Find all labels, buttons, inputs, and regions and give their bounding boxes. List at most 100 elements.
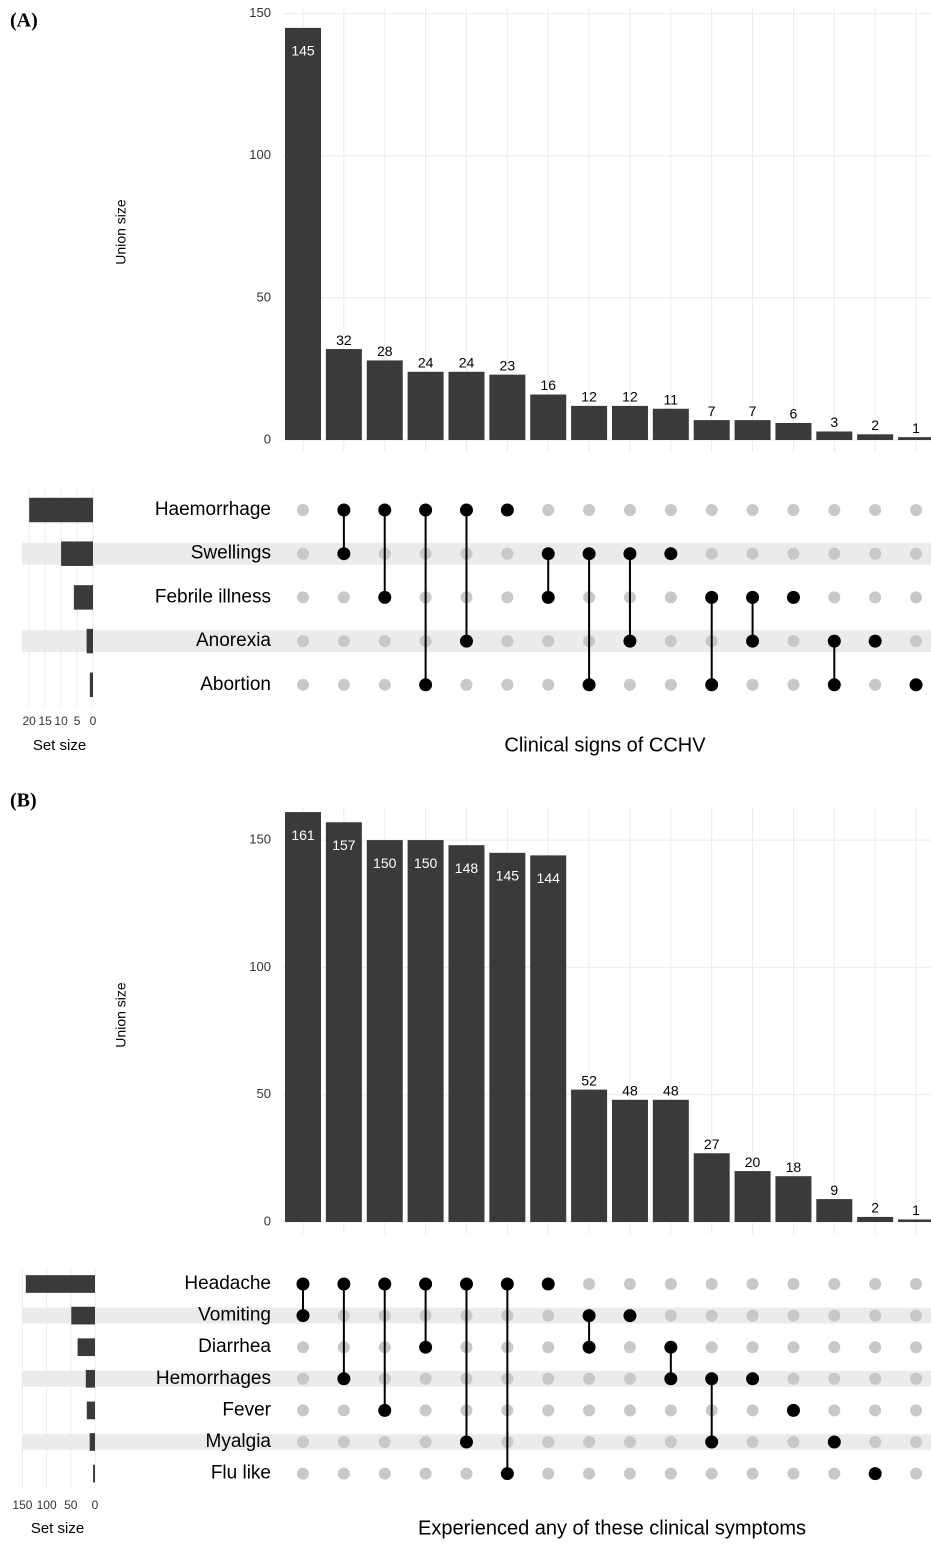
matrix-dot-filled bbox=[746, 634, 760, 648]
y-tick-label: 0 bbox=[264, 431, 271, 446]
matrix-dot-filled bbox=[868, 634, 882, 648]
matrix-dot bbox=[910, 1436, 923, 1448]
matrix-dot bbox=[869, 591, 882, 604]
set-size-bar bbox=[85, 1369, 95, 1388]
matrix-dot bbox=[828, 1372, 841, 1385]
y-axis-title: Union size bbox=[113, 982, 129, 1048]
set-name: Vomiting bbox=[198, 1305, 271, 1326]
matrix-dot-filled bbox=[705, 1435, 719, 1449]
bar bbox=[898, 437, 931, 440]
matrix-dot bbox=[297, 1436, 309, 1448]
matrix-dot bbox=[746, 1436, 759, 1448]
matrix-dot bbox=[869, 678, 882, 691]
matrix-dot-filled bbox=[582, 547, 596, 561]
bar bbox=[652, 408, 689, 440]
matrix-dot bbox=[583, 1278, 596, 1290]
x-tick-label: 0 bbox=[92, 1498, 99, 1512]
bar bbox=[898, 1219, 931, 1222]
set-name: Myalgia bbox=[206, 1431, 272, 1452]
bar bbox=[775, 1176, 812, 1222]
matrix-dot bbox=[910, 1309, 923, 1322]
matrix-dot-filled bbox=[623, 634, 637, 648]
bar bbox=[857, 1216, 894, 1222]
matrix-dot-filled bbox=[827, 634, 841, 648]
matrix-dot bbox=[297, 1467, 309, 1480]
set-name: Haemorrhage bbox=[155, 499, 271, 520]
value-label: 23 bbox=[500, 357, 516, 373]
x-axis-title: Experienced any of these clinical sympto… bbox=[418, 1517, 806, 1539]
matrix-dot bbox=[501, 678, 514, 691]
set-name: Headache bbox=[184, 1273, 271, 1294]
bar bbox=[366, 840, 403, 1222]
value-label: 12 bbox=[581, 389, 597, 405]
set-size-bar bbox=[86, 628, 93, 654]
set-size-bar bbox=[86, 1401, 95, 1420]
set-name: Diarrhea bbox=[198, 1336, 271, 1357]
matrix-dot bbox=[910, 1278, 923, 1290]
matrix-dot bbox=[419, 1372, 432, 1385]
matrix-dot-filled bbox=[705, 678, 719, 692]
value-label: 161 bbox=[291, 827, 315, 843]
matrix-dot bbox=[337, 591, 350, 604]
row-stripe bbox=[22, 1307, 931, 1324]
matrix-dot bbox=[664, 635, 677, 648]
matrix-dot bbox=[337, 1404, 350, 1417]
matrix-dot bbox=[378, 635, 391, 648]
matrix-dot bbox=[828, 504, 841, 516]
matrix-dot-filled bbox=[623, 547, 637, 561]
matrix-dot bbox=[746, 504, 759, 516]
matrix-dot bbox=[869, 1372, 882, 1385]
set-size-bar bbox=[29, 497, 93, 523]
matrix-dot bbox=[419, 1404, 432, 1417]
matrix-dot bbox=[501, 591, 514, 604]
matrix-dot bbox=[297, 678, 309, 691]
bar bbox=[734, 420, 771, 440]
set-name: Fever bbox=[222, 1399, 271, 1420]
matrix-dot bbox=[337, 1467, 350, 1480]
set-size-bar bbox=[25, 1275, 96, 1293]
matrix-dot bbox=[664, 1309, 677, 1322]
matrix-dot-filled bbox=[419, 1340, 433, 1354]
matrix-dot-filled bbox=[419, 503, 433, 517]
matrix-dot bbox=[746, 1309, 759, 1322]
matrix-dot bbox=[910, 1372, 923, 1385]
matrix-dot-filled bbox=[786, 590, 800, 604]
set-name: Febrile illness bbox=[155, 586, 271, 607]
bar bbox=[407, 371, 444, 440]
value-label: 18 bbox=[786, 1159, 802, 1175]
x-tick-label: 5 bbox=[74, 714, 81, 728]
value-label: 150 bbox=[373, 855, 397, 871]
matrix-dot bbox=[787, 1278, 800, 1290]
bar bbox=[489, 852, 526, 1222]
matrix-dot-filled bbox=[909, 678, 923, 692]
panel-label: (A) bbox=[10, 10, 38, 32]
value-label: 9 bbox=[830, 1182, 838, 1198]
x-tick-label: 15 bbox=[38, 714, 52, 728]
matrix-dot bbox=[623, 1372, 636, 1385]
matrix-dot bbox=[460, 1467, 473, 1480]
matrix-dot bbox=[746, 547, 759, 560]
bar bbox=[816, 1199, 853, 1222]
value-label: 48 bbox=[622, 1082, 638, 1098]
matrix-dot-filled bbox=[500, 1277, 514, 1291]
bar bbox=[285, 812, 321, 1222]
matrix-dot-filled bbox=[827, 1435, 841, 1449]
x-tick-label: 10 bbox=[54, 714, 68, 728]
matrix-dot-filled bbox=[746, 590, 760, 604]
set-size-title: Set size bbox=[33, 737, 86, 754]
matrix-dot bbox=[828, 1404, 841, 1417]
set-name: Abortion bbox=[200, 674, 271, 695]
matrix-dot-filled bbox=[378, 590, 392, 604]
matrix-dot bbox=[787, 1372, 800, 1385]
x-tick-label: 150 bbox=[12, 1498, 32, 1512]
value-label: 145 bbox=[291, 43, 315, 59]
bar bbox=[857, 434, 894, 440]
matrix-dot bbox=[705, 547, 718, 560]
value-label: 144 bbox=[537, 870, 561, 886]
matrix-dot-filled bbox=[582, 1309, 596, 1323]
value-label: 27 bbox=[704, 1136, 720, 1152]
matrix-dot bbox=[828, 547, 841, 560]
matrix-dot-filled bbox=[541, 1277, 555, 1291]
matrix-dot bbox=[746, 1341, 759, 1354]
